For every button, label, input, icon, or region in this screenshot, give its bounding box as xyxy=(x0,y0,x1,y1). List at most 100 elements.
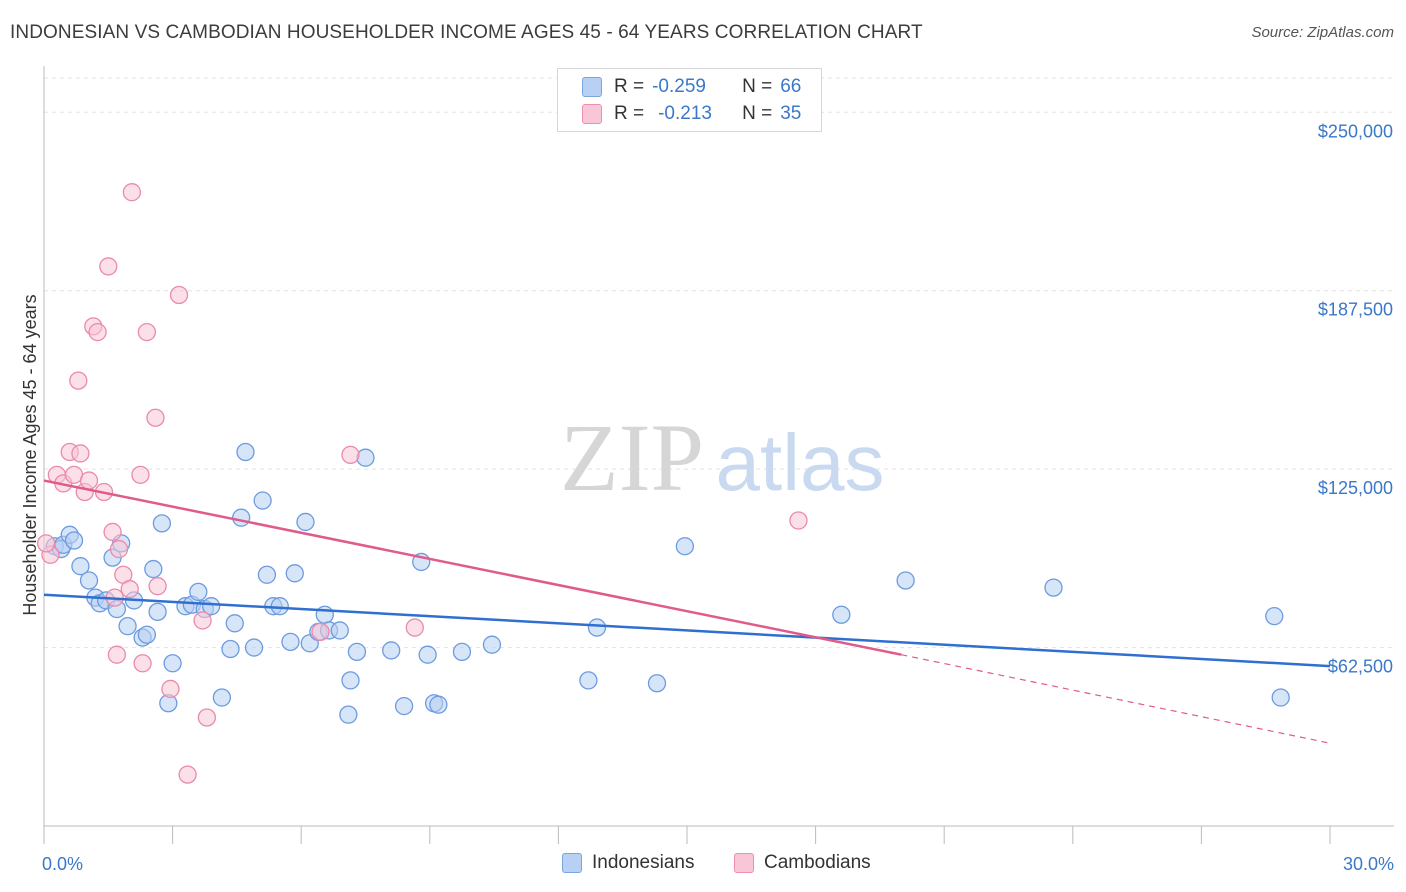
trend-lines xyxy=(43,479,1331,744)
indonesians-point xyxy=(330,621,349,640)
cambodians-point xyxy=(107,645,127,664)
cambodians-legend-label: Cambodians xyxy=(764,852,871,873)
indonesians-point xyxy=(152,514,172,533)
indonesians-point xyxy=(118,617,137,636)
axes xyxy=(43,66,1394,844)
indonesians-point xyxy=(225,614,244,633)
indonesians-point xyxy=(647,674,667,693)
cambodians-point xyxy=(79,471,99,490)
cambodians-point xyxy=(148,577,167,596)
cambodians-points xyxy=(36,183,808,784)
n-label: N = xyxy=(742,103,773,124)
indonesians-point xyxy=(382,641,401,660)
cambodians-point xyxy=(120,579,139,599)
cambodians-point xyxy=(405,618,424,637)
indonesians-point xyxy=(356,448,375,467)
indonesians-point xyxy=(1044,578,1063,597)
y-tick-label: $62,500 xyxy=(1328,657,1393,677)
cambodians-point xyxy=(137,322,157,342)
indonesians-point xyxy=(148,602,167,622)
indonesians-legend-label: Indonesians xyxy=(592,852,695,873)
correlation-legend: R = -0.259 N = 66 R = -0.213 N = 35 xyxy=(557,68,822,132)
cambodians-point xyxy=(133,654,152,673)
y-tick-label: $125,000 xyxy=(1318,478,1393,498)
indonesians-point xyxy=(163,654,182,673)
indonesians-point xyxy=(587,618,607,637)
indonesians-point xyxy=(429,695,448,714)
indonesians-point xyxy=(137,625,157,644)
legend-row-indonesians: R = -0.259 N = 66 xyxy=(582,75,801,99)
cambodians-point xyxy=(131,465,150,484)
n-label: N = xyxy=(742,76,773,97)
indonesians-point xyxy=(418,645,437,664)
cambodians-point xyxy=(169,285,189,305)
indonesians-point xyxy=(253,491,272,510)
cambodians-trend-extension xyxy=(901,654,1331,744)
cambodians-point xyxy=(789,511,808,530)
cambodians-point xyxy=(197,708,217,727)
cambodians-point xyxy=(341,445,360,465)
indonesians-point xyxy=(144,559,163,579)
indonesians-point xyxy=(79,571,99,590)
indonesians-point xyxy=(675,537,695,556)
indonesians-point xyxy=(64,531,84,550)
cambodians-point xyxy=(178,765,197,784)
indonesians-point xyxy=(232,508,251,527)
source-label: Source: ZipAtlas.com xyxy=(1251,24,1394,41)
cambodians-legend-swatch xyxy=(734,853,754,873)
indonesians-point xyxy=(347,642,367,661)
n-value: 35 xyxy=(780,103,802,124)
bottom-legend-cambodians: Cambodians xyxy=(734,852,871,874)
indonesians-point xyxy=(71,557,90,576)
indonesians-point xyxy=(236,442,255,462)
watermark: ZIP atlas xyxy=(560,404,884,511)
indonesians-trend-line xyxy=(43,593,1331,668)
cambodians-point xyxy=(311,622,330,642)
cambodians-point xyxy=(88,322,107,342)
r-label: R = xyxy=(614,76,645,97)
indonesians-point xyxy=(452,642,472,661)
indonesians-point xyxy=(281,632,300,652)
watermark-zip: ZIP xyxy=(560,404,704,511)
watermark-atlas: atlas xyxy=(716,418,885,507)
cambodians-point xyxy=(99,257,118,276)
indonesians-point xyxy=(285,564,304,583)
indonesians-legend-swatch xyxy=(562,853,582,873)
indonesians-swatch xyxy=(582,77,602,97)
r-label: R = xyxy=(614,103,645,124)
y-tick-label: $187,500 xyxy=(1318,300,1393,320)
cambodians-point xyxy=(193,611,212,630)
bottom-legend-indonesians: Indonesians xyxy=(562,852,694,874)
indonesians-points xyxy=(45,442,1290,724)
indonesians-point xyxy=(189,582,208,602)
cambodians-trend-line xyxy=(43,479,902,656)
n-value: 66 xyxy=(780,76,802,97)
cambodians-point xyxy=(122,183,142,202)
indonesians-point xyxy=(1271,688,1290,707)
indonesians-point xyxy=(341,671,360,690)
indonesians-point xyxy=(339,705,358,724)
legend-row-cambodians: R = -0.213 N = 35 xyxy=(582,102,801,126)
gridlines xyxy=(44,77,1394,649)
indonesians-point xyxy=(257,565,277,584)
chart-title: INDONESIAN VS CAMBODIAN HOUSEHOLDER INCO… xyxy=(10,22,923,43)
indonesians-point xyxy=(579,671,598,690)
indonesians-point xyxy=(212,688,232,707)
cambodians-swatch xyxy=(582,104,602,124)
r-value: -0.213 xyxy=(658,103,712,124)
y-tick-label: $250,000 xyxy=(1318,121,1393,141)
cambodians-point xyxy=(36,534,56,553)
indonesians-point xyxy=(202,597,221,616)
cambodians-point xyxy=(71,444,90,463)
indonesians-point xyxy=(896,571,915,590)
indonesians-point xyxy=(296,512,315,532)
cambodians-point xyxy=(109,539,129,559)
cambodians-point xyxy=(161,679,180,699)
r-value: -0.259 xyxy=(652,76,706,97)
indonesians-point xyxy=(244,638,264,657)
x-tick-label-min: 0.0% xyxy=(42,854,83,874)
cambodians-point xyxy=(103,522,122,542)
indonesians-point xyxy=(1265,607,1284,626)
y-axis-label: Householder Income Ages 45 - 64 years xyxy=(20,294,40,615)
